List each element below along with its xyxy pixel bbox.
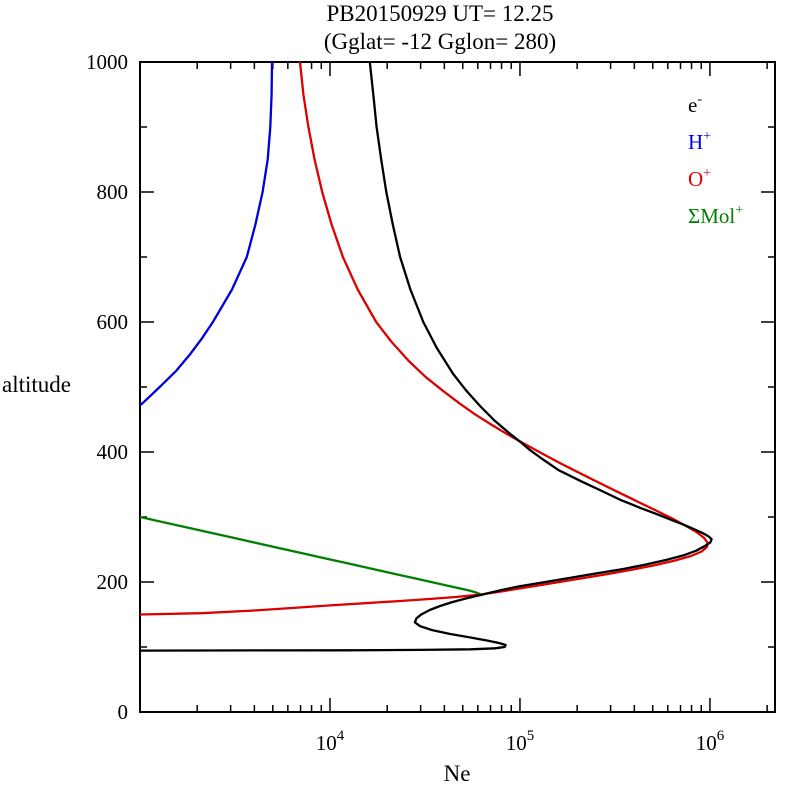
axis-ticks [140,61,775,713]
x-tick-label: 104 [316,728,345,755]
y-axis-label: altitude [2,372,71,397]
legend: e- H+ O+ ΣMol+ [688,92,743,228]
chart-title: PB20150929 UT= 12.25 [326,1,553,26]
y-tick-label: 0 [118,700,129,724]
legend-o-ion-density: O+ [688,166,711,191]
data-curves [140,62,713,652]
curve-o-ion-density [140,62,709,616]
y-tick-label: 600 [97,310,129,334]
curve-h-ion-density [140,62,274,407]
curve-molecular-ion-density [140,515,483,597]
y-tick-label: 1000 [86,50,128,74]
curve-electron-density [140,62,713,652]
x-tick-label: 105 [506,728,535,755]
y-tick-label: 400 [97,440,129,464]
x-axis-label: Ne [444,761,471,786]
plot-border [139,61,776,713]
axis-tick-labels: 104 105 106 0 200 400 600 800 1000 [86,50,725,755]
x-tick-label: 106 [696,728,725,755]
chart-subtitle: (Gglat= -12 Gglon= 280) [324,29,556,54]
y-tick-label: 200 [97,570,129,594]
legend-h-ion-density: H+ [688,129,711,154]
plot-frame [139,61,776,713]
legend-molecular-ion-density: ΣMol+ [688,203,743,228]
y-tick-label: 800 [97,180,129,204]
legend-electron-density: e- [688,92,702,117]
